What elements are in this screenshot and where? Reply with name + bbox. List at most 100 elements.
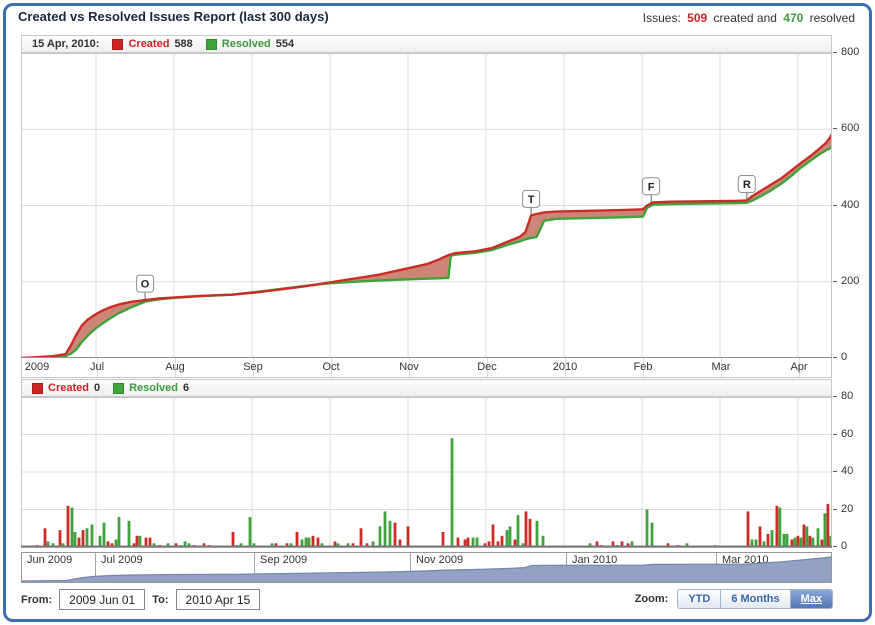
bar-resolved — [535, 520, 539, 548]
y-axis-tick-0: 0 — [833, 351, 847, 363]
bar-created — [365, 543, 369, 548]
timeline-area-chart — [22, 556, 831, 582]
y-axis-tick-40: 40 — [833, 465, 853, 477]
timeline-section-label: Jun 2009 — [27, 554, 73, 566]
resolved-swatch-icon — [113, 382, 125, 394]
y-axis-tick-20: 20 — [833, 503, 853, 515]
bar-created — [148, 537, 152, 547]
cumulative-chart-plot[interactable]: O T F R — [21, 53, 832, 358]
bar-created — [766, 533, 770, 547]
timeline-section-sep-2009[interactable]: Sep 2009 — [254, 553, 410, 582]
annotation-flag-R[interactable]: R — [737, 175, 756, 200]
created-swatch-icon — [32, 382, 43, 394]
annotation-flag-O[interactable]: O — [136, 274, 155, 300]
svg-text:O: O — [141, 279, 150, 291]
bar-resolved — [388, 520, 392, 548]
bar-created — [463, 539, 467, 547]
bar-resolved — [516, 515, 520, 547]
svg-text:F: F — [648, 181, 655, 193]
daily-chart-svg — [21, 397, 832, 548]
bar-created — [775, 505, 779, 548]
bar-created — [820, 539, 824, 547]
bar-resolved — [505, 530, 509, 547]
bar-resolved — [383, 511, 387, 547]
bar-resolved — [471, 537, 475, 547]
to-date-input[interactable]: 2010 Apr 15 — [175, 589, 261, 610]
x-axis-tick-separator — [565, 358, 566, 377]
bar-created — [758, 526, 762, 547]
bar-resolved — [805, 526, 809, 547]
x-axis-label-feb: Feb — [633, 361, 653, 373]
bar-resolved — [823, 513, 827, 548]
bar-resolved — [770, 530, 774, 547]
x-axis-label-mar: Mar — [711, 361, 731, 373]
bar-resolved — [304, 537, 308, 547]
zoom-button-6-months[interactable]: 6 Months — [720, 590, 790, 608]
x-axis-label-sep: Sep — [243, 361, 263, 373]
x-axis-tick-separator — [409, 358, 410, 377]
bar-resolved — [114, 539, 118, 547]
x-axis-tick-separator — [331, 358, 332, 377]
bar-resolved — [252, 543, 256, 548]
x-axis-label-nov: Nov — [399, 361, 419, 373]
bar-created — [626, 543, 630, 548]
bar-resolved — [475, 537, 479, 547]
svg-text:T: T — [528, 194, 535, 206]
timeline-section-jun-2009[interactable]: Jun 2009 — [22, 553, 95, 582]
timeline-section-label: Jan 2010 — [572, 554, 618, 566]
bar-resolved — [166, 543, 170, 548]
bar-created — [808, 535, 812, 548]
issues-summary-label: Issues: — [642, 11, 681, 25]
bar-resolved — [829, 535, 832, 548]
y-axis-tick-60: 60 — [833, 428, 853, 440]
annotation-flag-F[interactable]: F — [642, 177, 661, 202]
bar-resolved — [630, 541, 634, 547]
timeline-scroller[interactable]: Jun 2009 Jul 2009 Sep 2009 Nov 2009 Jan 2010… — [21, 552, 832, 583]
bar-created — [106, 541, 110, 547]
bar-created — [285, 543, 289, 548]
timeline-section-jul-2009[interactable]: Jul 2009 — [95, 553, 254, 582]
bar-created — [110, 543, 114, 548]
bar-resolved — [183, 541, 187, 547]
timeline-section-nov-2009[interactable]: Nov 2009 — [410, 553, 567, 582]
zoom-button-ytd[interactable]: YTD — [678, 590, 721, 608]
y-axis-tick-80: 80 — [833, 390, 853, 402]
bar-created — [496, 541, 500, 547]
legend-created-label: Created — [128, 38, 170, 50]
annotation-flag-T[interactable]: T — [522, 189, 541, 215]
from-date-input[interactable]: 2009 Jun 01 — [59, 589, 146, 610]
bar-resolved — [248, 517, 252, 547]
zoom-button-group: YTD 6 Months Max — [677, 589, 833, 609]
bar-created — [393, 522, 397, 547]
resolved-swatch-icon — [205, 38, 217, 50]
bar-resolved — [450, 438, 454, 548]
bar-created — [202, 543, 206, 548]
bar-created — [295, 532, 299, 547]
bar-created — [491, 524, 495, 547]
issues-created-text: created and — [713, 11, 777, 25]
bar-resolved — [346, 543, 350, 548]
bar-created — [456, 537, 460, 547]
bar-resolved — [85, 528, 89, 548]
bar-resolved — [588, 543, 592, 548]
bar-resolved — [307, 537, 311, 547]
daily-created-value: 0 — [93, 382, 101, 394]
bar-created — [466, 537, 470, 547]
bar-resolved — [378, 526, 382, 547]
bar-created — [398, 539, 402, 547]
timeline-section-label: Jul 2009 — [101, 554, 143, 566]
to-label: To: — [152, 593, 169, 606]
bar-resolved — [793, 537, 797, 547]
x-axis-tick-separator — [253, 358, 254, 377]
x-axis-label-jul: Jul — [89, 361, 105, 373]
timeline-section-label: Nov 2009 — [416, 554, 464, 566]
zoom-button-max[interactable]: Max — [789, 590, 832, 608]
x-axis-tick-separator — [643, 358, 644, 377]
bar-created — [796, 535, 800, 548]
zoom-label: Zoom: — [634, 593, 669, 605]
date-range-controls: From: 2009 Jun 01 To: 2010 Apr 15 — [21, 589, 261, 610]
legend-resolved-label: Resolved — [221, 38, 271, 50]
daily-chart-plot[interactable] — [21, 397, 832, 548]
bar-created — [595, 541, 599, 547]
bar-resolved — [73, 532, 77, 547]
